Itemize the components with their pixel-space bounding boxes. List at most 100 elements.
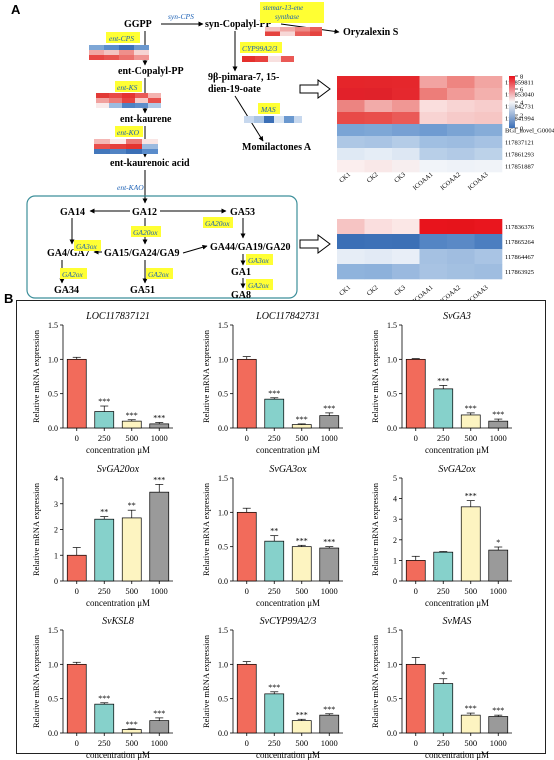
x-tick-label: 500 [295, 433, 308, 443]
bar [405, 663, 426, 734]
node-oryzalexin: Oryzalexin S [343, 27, 399, 38]
heatmap-row-label: 117842731 [505, 104, 534, 111]
y-axis-label: Relative mRNA expression [201, 482, 211, 576]
significance-mark: ** [270, 527, 278, 536]
node-ga8: GA8 [231, 290, 251, 300]
heatmap-row-label: 117861293 [505, 152, 534, 159]
x-axis-label: concentration μM [256, 598, 320, 608]
heatmap-cell [474, 88, 503, 101]
x-tick-label: 250 [98, 586, 111, 596]
enzyme-box-ga2ox-c [246, 279, 273, 290]
bar [94, 518, 115, 582]
x-axis-label: concentration μM [256, 445, 320, 455]
heatmap-cell [337, 76, 365, 89]
bar [291, 720, 312, 734]
x-tick-label: 500 [464, 586, 477, 596]
heatmap-cell [474, 76, 503, 89]
node-ga51: GA51 [130, 285, 155, 296]
x-tick-label: 250 [268, 433, 281, 443]
heatmap-cell [364, 249, 393, 265]
enzyme-ga20ox-b: GA20ox [205, 219, 230, 228]
bar [121, 729, 142, 734]
heatmap-cell [364, 124, 393, 137]
enzyme-ent-ks: ent-KS [117, 83, 138, 92]
y-axis-label: Relative mRNA expression [201, 634, 211, 728]
heatmap-cell [474, 264, 503, 280]
bar-chart: SvGA20ox Relative mRNA expression 0 1 2 3 4 0 **… [31, 464, 173, 608]
heatmap-cell [447, 219, 475, 235]
x-tick-label: 250 [268, 586, 281, 596]
y-axis-label: Relative mRNA expression [31, 329, 41, 423]
heatmap-cell [474, 160, 503, 173]
y-tick-label: 2 [54, 526, 58, 535]
heatmap-cell [337, 88, 365, 101]
bar [236, 663, 257, 734]
heatmap-row-label: 117865264 [505, 239, 535, 246]
significance-mark: * [441, 670, 445, 679]
x-tick-label: 500 [125, 433, 138, 443]
heatmap-cell [447, 76, 475, 89]
x-tick-label: 500 [464, 738, 477, 748]
bar [460, 714, 481, 734]
x-tick-label: 1000 [321, 586, 338, 596]
y-tick-label: 1 [393, 556, 397, 565]
y-tick-label: 1.0 [218, 508, 228, 517]
significance-mark: ** [128, 501, 136, 510]
heatmap-cell [419, 148, 448, 161]
heatmap-cell [474, 234, 503, 250]
x-tick-label: 1000 [490, 586, 507, 596]
heatmap-cell [364, 136, 393, 149]
chart-title: SvCYP99A2/3 [260, 616, 317, 627]
significance-mark: *** [268, 683, 280, 692]
heatmap-cell [474, 124, 503, 137]
x-axis-label: concentration μM [86, 598, 150, 608]
heatmap-cell [392, 100, 420, 113]
heatmap-cell [364, 219, 393, 235]
y-tick-label: 2 [393, 536, 397, 545]
bar [433, 551, 454, 582]
y-tick-label: 3 [54, 500, 58, 509]
y-tick-label: 1.5 [387, 321, 397, 330]
enzyme-ga3ox-b: GA3ox [248, 256, 269, 265]
node-pimaradiene-line2: dien-19-oate [208, 84, 261, 95]
y-tick-label: 0.5 [48, 390, 58, 399]
x-tick-label: 0 [245, 738, 249, 748]
enzyme-box-ent-ko [115, 126, 143, 137]
bar-chart: SvGA3ox Relative mRNA expression 0.0 0.5 1.0… [201, 464, 343, 608]
y-tick-label: 0.5 [48, 695, 58, 704]
bar [264, 540, 285, 582]
hollow-arrow-lower [299, 234, 331, 254]
heatmap-cell [447, 88, 475, 101]
x-tick-label: 500 [125, 586, 138, 596]
heatmap-cell [337, 136, 365, 149]
y-axis-label: Relative mRNA expression [201, 329, 211, 423]
heatmap-cell [447, 234, 475, 250]
x-tick-label: 0 [414, 433, 418, 443]
x-axis-label: concentration μM [86, 750, 150, 760]
enzyme-stemar-line1: stemar-13-ene [263, 4, 303, 12]
enzyme-ga3ox-a: GA3ox [76, 242, 97, 251]
y-tick-label: 1.0 [387, 660, 397, 669]
strip-stemar [265, 27, 322, 36]
heatmap-row-label: 117864467 [505, 254, 535, 261]
y-tick-label: 0.0 [218, 729, 228, 738]
chart-title: SvGA2ox [438, 464, 476, 475]
x-tick-label: 1000 [151, 586, 168, 596]
bar [264, 693, 285, 734]
heatmap-cell [392, 76, 420, 89]
enzyme-box-stemar [260, 2, 324, 23]
x-tick-label: 0 [245, 586, 249, 596]
heatmap-cell [392, 219, 420, 235]
ga-network-box [26, 195, 298, 299]
heatmap-cell [337, 264, 365, 280]
y-tick-label: 1.0 [48, 660, 58, 669]
heatmap-cell [337, 234, 365, 250]
bar-chart: SvMAS Relative mRNA expression 0.0 0.5 1.0 1.… [370, 616, 512, 760]
x-axis-label: concentration μM [425, 750, 489, 760]
y-tick-label: 0.5 [387, 390, 397, 399]
bar [319, 547, 340, 582]
x-tick-label: 1000 [151, 738, 168, 748]
strip-mas [244, 116, 302, 123]
bar-chart: LOC117837121 Relative mRNA expression 0.0 0… [31, 311, 173, 455]
